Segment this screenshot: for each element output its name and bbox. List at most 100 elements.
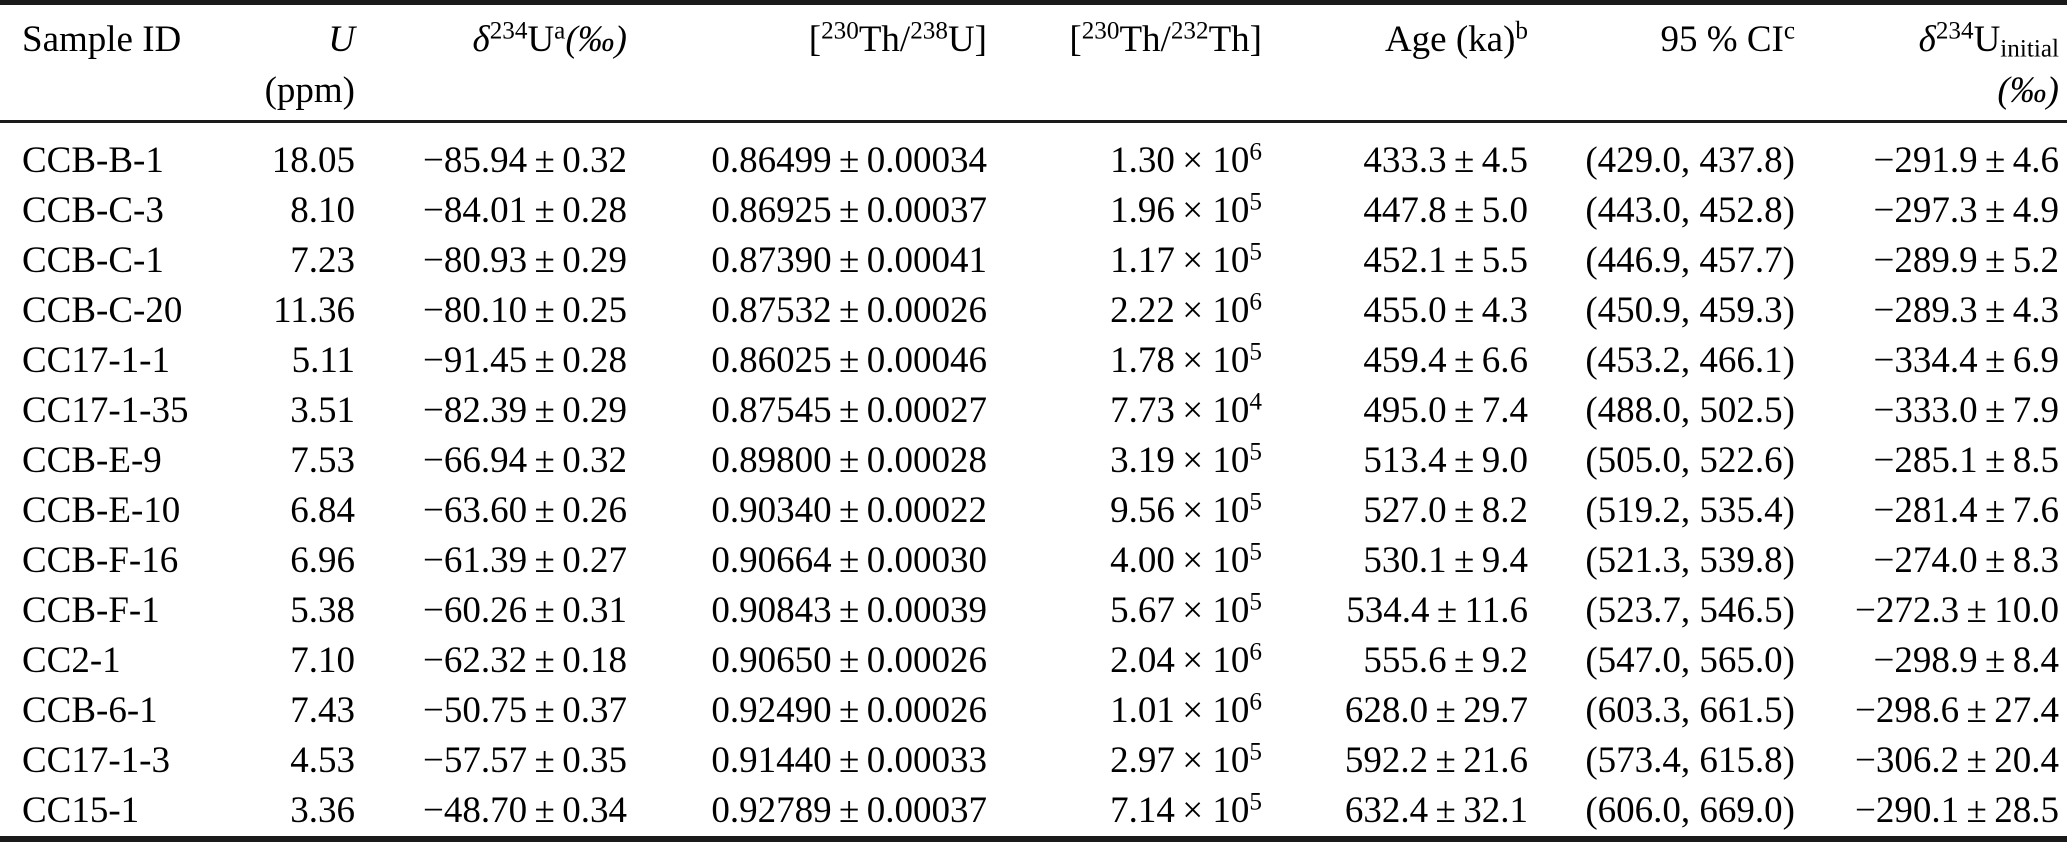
cell-ci-95: (521.3, 539.8) <box>1585 540 1795 581</box>
cell-th230-th232: 1.96 × 105 <box>1110 188 1262 231</box>
cell-d234u: −61.39 ± 0.27 <box>423 540 627 581</box>
cell-u-ppm: 4.53 <box>290 740 355 781</box>
cell-d234u-initial: −291.9 ± 4.6 <box>1873 140 2060 181</box>
cell-ci-95: (453.2, 466.1) <box>1585 340 1795 381</box>
table-header: Sample ID U (ppm) δ234Ua(‰) [230Th/238U] [230… <box>0 3 2067 122</box>
cell-age-ka: 513.4 ± 9.0 <box>1363 440 1528 481</box>
col-header-sample-id: Sample ID <box>22 19 182 60</box>
cell-d234u: −62.32 ± 0.18 <box>423 640 627 681</box>
col-header-ci-95: 95 % CIc <box>1660 17 1796 60</box>
cell-u-ppm: 18.05 <box>271 140 355 181</box>
cell-d234u-initial: −298.6 ± 27.4 <box>1855 690 2059 731</box>
cell-age-ka: 447.8 ± 5.0 <box>1363 190 1528 231</box>
col-header-d234u-initial: δ234Uinitial (‰) <box>1918 17 2059 111</box>
table-row: CCB-E-10 6.84 −63.60 ± 0.26 0.90340 ± 0.000… <box>0 486 2067 536</box>
cell-th230-th232: 1.01 × 106 <box>1110 688 1262 731</box>
cell-d234u-initial: −298.9 ± 8.4 <box>1873 640 2060 681</box>
cell-ci-95: (446.9, 457.7) <box>1585 240 1795 281</box>
cell-age-ka: 433.3 ± 4.5 <box>1363 140 1528 181</box>
cell-d234u: −80.10 ± 0.25 <box>423 290 627 331</box>
cell-u-ppm: 7.43 <box>290 690 355 731</box>
cell-d234u-initial: −334.4 ± 6.9 <box>1873 340 2060 381</box>
cell-d234u-initial: −274.0 ± 8.3 <box>1873 540 2060 581</box>
cell-d234u-initial: −289.9 ± 5.2 <box>1873 240 2060 281</box>
table-row: CC17-1-1 5.11 −91.45 ± 0.28 0.86025 ± 0.000… <box>0 336 2067 386</box>
cell-d234u-initial: −297.3 ± 4.9 <box>1873 190 2060 231</box>
cell-u-ppm: 11.36 <box>273 290 355 331</box>
cell-sample-id: CCB-C-3 <box>22 190 164 231</box>
cell-sample-id: CC15-1 <box>22 790 140 831</box>
cell-th230-th232: 1.30 × 106 <box>1110 138 1262 181</box>
cell-th230-u238: 0.90843 ± 0.00039 <box>711 590 987 631</box>
cell-th230-u238: 0.92789 ± 0.00037 <box>711 790 987 831</box>
cell-u-ppm: 5.38 <box>290 590 355 631</box>
cell-th230-th232: 2.97 × 105 <box>1110 738 1262 781</box>
cell-ci-95: (488.0, 502.5) <box>1585 390 1795 431</box>
cell-u-ppm: 6.96 <box>290 540 355 581</box>
cell-ci-95: (547.0, 565.0) <box>1585 640 1795 681</box>
table-row: CC15-1 3.36 −48.70 ± 0.34 0.92789 ± 0.00037… <box>0 786 2067 839</box>
cell-th230-u238: 0.86025 ± 0.00046 <box>711 340 987 381</box>
cell-age-ka: 632.4 ± 32.1 <box>1344 790 1528 831</box>
cell-age-ka: 455.0 ± 4.3 <box>1363 290 1528 331</box>
cell-th230-u238: 0.91440 ± 0.00033 <box>711 740 987 781</box>
cell-sample-id: CCB-F-16 <box>22 540 179 581</box>
col-header-age-ka: Age (ka)b <box>1384 17 1528 60</box>
cell-d234u-initial: −306.2 ± 20.4 <box>1855 740 2059 781</box>
cell-age-ka: 555.6 ± 9.2 <box>1363 640 1528 681</box>
cell-u-ppm: 3.36 <box>290 790 355 831</box>
cell-age-ka: 530.1 ± 9.4 <box>1363 540 1528 581</box>
cell-d234u: −80.93 ± 0.29 <box>423 240 627 281</box>
cell-d234u-initial: −333.0 ± 7.9 <box>1873 390 2060 431</box>
cell-th230-u238: 0.92490 ± 0.00026 <box>711 690 987 731</box>
cell-u-ppm: 3.51 <box>290 390 355 431</box>
cell-ci-95: (429.0, 437.8) <box>1585 140 1795 181</box>
cell-d234u: −91.45 ± 0.28 <box>423 340 627 381</box>
cell-sample-id: CC17-1-35 <box>22 390 189 431</box>
cell-d234u: −63.60 ± 0.26 <box>423 490 627 531</box>
cell-sample-id: CC17-1-3 <box>22 740 170 781</box>
cell-age-ka: 592.2 ± 21.6 <box>1344 740 1528 781</box>
table-row: CC17-1-35 3.51 −82.39 ± 0.29 0.87545 ± 0.00… <box>0 386 2067 436</box>
table-row: CCB-F-1 5.38 −60.26 ± 0.31 0.90843 ± 0.0003… <box>0 586 2067 636</box>
cell-ci-95: (606.0, 669.0) <box>1585 790 1795 831</box>
table-row: CCB-E-9 7.53 −66.94 ± 0.32 0.89800 ± 0.0002… <box>0 436 2067 486</box>
cell-th230-th232: 9.56 × 105 <box>1110 488 1262 531</box>
cell-sample-id: CCB-C-20 <box>22 290 183 331</box>
cell-d234u-initial: −290.1 ± 28.5 <box>1855 790 2059 831</box>
cell-d234u-initial: −285.1 ± 8.5 <box>1873 440 2060 481</box>
cell-u-ppm: 8.10 <box>290 190 355 231</box>
table-row: CCB-F-16 6.96 −61.39 ± 0.27 0.90664 ± 0.000… <box>0 536 2067 586</box>
table-row: CCB-C-1 7.23 −80.93 ± 0.29 0.87390 ± 0.0004… <box>0 236 2067 286</box>
cell-th230-th232: 7.73 × 104 <box>1110 388 1262 431</box>
cell-sample-id: CCB-F-1 <box>22 590 160 631</box>
cell-th230-u238: 0.90650 ± 0.00026 <box>711 640 987 681</box>
cell-age-ka: 495.0 ± 7.4 <box>1363 390 1528 431</box>
cell-ci-95: (519.2, 535.4) <box>1585 490 1795 531</box>
cell-d234u-initial: −281.4 ± 7.6 <box>1873 490 2060 531</box>
cell-th230-th232: 1.17 × 105 <box>1110 238 1262 281</box>
cell-d234u: −57.57 ± 0.35 <box>423 740 627 781</box>
cell-ci-95: (523.7, 546.5) <box>1585 590 1795 631</box>
cell-th230-u238: 0.90664 ± 0.00030 <box>711 540 987 581</box>
cell-d234u: −84.01 ± 0.28 <box>423 190 627 231</box>
cell-d234u-initial: −289.3 ± 4.3 <box>1873 290 2060 331</box>
cell-th230-u238: 0.89800 ± 0.00028 <box>711 440 987 481</box>
cell-th230-th232: 5.67 × 105 <box>1110 588 1262 631</box>
cell-age-ka: 534.4 ± 11.6 <box>1346 590 1528 631</box>
cell-ci-95: (573.4, 615.8) <box>1585 740 1795 781</box>
col-header-th230-th232: [230Th/232Th] <box>1069 17 1262 60</box>
cell-age-ka: 452.1 ± 5.5 <box>1363 240 1528 281</box>
table-row: CCB-C-3 8.10 −84.01 ± 0.28 0.86925 ± 0.0003… <box>0 186 2067 236</box>
cell-u-ppm: 7.10 <box>290 640 355 681</box>
cell-u-ppm: 7.23 <box>290 240 355 281</box>
cell-th230-u238: 0.86499 ± 0.00034 <box>711 140 987 181</box>
cell-sample-id: CC2-1 <box>22 640 121 681</box>
cell-th230-u238: 0.90340 ± 0.00022 <box>711 490 987 531</box>
table-row: CC2-1 7.10 −62.32 ± 0.18 0.90650 ± 0.00026 2… <box>0 636 2067 686</box>
cell-th230-th232: 2.22 × 106 <box>1110 288 1262 331</box>
cell-th230-th232: 4.00 × 105 <box>1110 538 1262 581</box>
cell-sample-id: CCB-E-10 <box>22 490 181 531</box>
cell-th230-th232: 1.78 × 105 <box>1110 338 1262 381</box>
